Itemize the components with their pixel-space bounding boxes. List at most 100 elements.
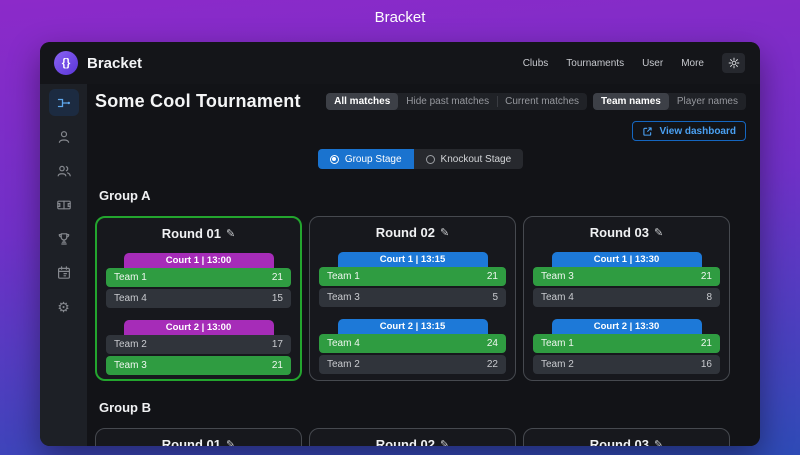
team-name: Team 1 — [327, 271, 360, 282]
round-title: Round 02 ✎ — [310, 224, 515, 240]
header-nav: Clubs Tournaments User More — [523, 53, 745, 73]
edit-pencil-icon[interactable]: ✎ — [440, 438, 450, 447]
round-title: Round 02 ✎ — [310, 436, 515, 447]
match[interactable]: Court 1 | 13:30 Team 3 21 Team 4 8 — [533, 252, 720, 307]
app-header: {} Bracket Clubs Tournaments User More — [40, 42, 760, 84]
team-score-row[interactable]: Team 4 24 — [319, 334, 506, 353]
stage-toggle: Group Stage Knockout Stage — [317, 149, 524, 169]
theme-toggle-button[interactable] — [722, 53, 745, 73]
match[interactable]: Court 2 | 13:15 Team 4 24 Team 2 22 — [319, 319, 506, 374]
team-score-row[interactable]: Team 3 21 — [106, 356, 291, 375]
nav-link-more[interactable]: More — [681, 57, 704, 69]
sidebar-item-user[interactable] — [49, 123, 79, 150]
sidebar: ⚙ — [40, 84, 87, 446]
trophy-icon — [58, 232, 69, 245]
braces-logo-icon: {} — [61, 57, 71, 69]
main-content: Some Cool Tournament All matches Hide pa… — [87, 84, 760, 446]
team-score: 16 — [700, 359, 712, 370]
cards-row: Round 01 ✎ Court 1 | 13:00 Team 1 21 Team 4 15… — [95, 216, 746, 381]
round-card: Round 01 ✎ Court 1 | 13:00 Team 1 21 Team 4 15… — [95, 216, 302, 381]
external-link-icon — [643, 126, 653, 136]
nav-link-tournaments[interactable]: Tournaments — [566, 57, 625, 69]
team-score: 21 — [700, 271, 712, 282]
court-icon — [56, 200, 71, 209]
stage-option-group[interactable]: Group Stage — [317, 149, 414, 169]
filter-player-names[interactable]: Player names — [676, 95, 738, 107]
sun-icon — [728, 57, 739, 69]
tournament-title: Some Cool Tournament — [95, 90, 301, 111]
match[interactable]: Court 2 | 13:00 Team 2 17 Team 3 21 — [106, 320, 291, 375]
page-title: Bracket — [374, 9, 426, 26]
radio-unselected-icon — [425, 154, 435, 164]
filter-hide-past-matches[interactable]: Hide past matches — [406, 95, 490, 107]
edit-pencil-icon[interactable]: ✎ — [226, 227, 236, 240]
edit-pencil-icon[interactable]: ✎ — [654, 226, 664, 239]
team-score: 21 — [700, 338, 712, 349]
team-score: 21 — [271, 272, 283, 283]
match[interactable]: Court 1 | 13:00 Team 1 21 Team 4 15 — [106, 253, 291, 308]
sidebar-item-matches[interactable] — [48, 89, 79, 116]
court-time-badge: Court 2 | 13:15 — [337, 319, 488, 334]
users-icon — [57, 165, 71, 176]
team-score-row[interactable]: Team 1 21 — [533, 334, 720, 353]
window-body: ⚙ Some Cool Tournament All matches Hide … — [40, 84, 760, 446]
edit-pencil-icon[interactable]: ✎ — [440, 226, 450, 239]
sidebar-item-courts[interactable] — [49, 191, 79, 218]
team-score-row[interactable]: Team 4 15 — [106, 289, 291, 308]
bracket-schedule-icon — [57, 98, 70, 107]
team-score-row[interactable]: Team 1 21 — [319, 267, 506, 286]
team-name: Team 3 — [541, 271, 574, 282]
edit-pencil-icon[interactable]: ✎ — [654, 438, 664, 447]
team-name: Team 1 — [114, 272, 147, 283]
match[interactable]: Court 1 | 13:15 Team 1 21 Team 3 5 — [319, 252, 506, 307]
team-name: Team 3 — [327, 292, 360, 303]
round-title-text: Round 01 — [161, 225, 221, 241]
filter-current-matches[interactable]: Current matches — [497, 93, 587, 110]
view-dashboard-button[interactable]: View dashboard — [632, 121, 746, 141]
round-title: Round 03 ✎ — [524, 436, 729, 447]
team-name: Team 3 — [114, 360, 147, 371]
team-score: 21 — [271, 360, 283, 371]
team-name: Team 1 — [541, 338, 574, 349]
app-window: {} Bracket Clubs Tournaments User More — [40, 42, 760, 446]
nav-link-clubs[interactable]: Clubs — [522, 57, 549, 69]
round-title: Round 01 ✎ — [96, 436, 301, 447]
sidebar-item-settings[interactable]: ⚙ — [49, 293, 79, 320]
team-score-row[interactable]: Team 2 16 — [533, 355, 720, 374]
edit-pencil-icon[interactable]: ✎ — [226, 438, 236, 447]
court-time-badge: Court 2 | 13:00 — [123, 320, 274, 335]
stage-option-label: Knockout Stage — [440, 153, 512, 165]
team-name: Team 4 — [114, 293, 147, 304]
group-section: Group B Round 01 ✎ Round 02 ✎ Round 03 ✎ — [95, 400, 746, 446]
sidebar-item-teams[interactable] — [49, 157, 79, 184]
team-score-row[interactable]: Team 3 5 — [319, 288, 506, 307]
team-score-row[interactable]: Team 1 21 — [106, 268, 291, 287]
round-title-text: Round 02 — [375, 224, 435, 240]
filter-team-names[interactable]: Team names — [593, 92, 669, 110]
stage-option-knockout[interactable]: Knockout Stage — [413, 149, 524, 169]
group-heading: Group A — [99, 188, 151, 203]
round-title-text: Round 03 — [589, 436, 649, 447]
sidebar-item-schedule[interactable] — [49, 259, 79, 286]
court-time-badge: Court 1 | 13:30 — [551, 252, 702, 267]
team-score: 22 — [486, 359, 498, 370]
team-score-row[interactable]: Team 2 22 — [319, 355, 506, 374]
name-filter-group: Team names Player names — [593, 92, 746, 110]
team-name: Team 2 — [327, 359, 360, 370]
team-score: 21 — [486, 271, 498, 282]
filter-all-matches[interactable]: All matches — [326, 92, 399, 110]
gear-icon: ⚙ — [57, 298, 70, 315]
sidebar-item-tournaments[interactable] — [49, 225, 79, 252]
team-score: 5 — [492, 292, 498, 303]
app-name: Bracket — [87, 54, 143, 72]
nav-link-user[interactable]: User — [642, 57, 664, 69]
match[interactable]: Court 2 | 13:30 Team 1 21 Team 2 16 — [533, 319, 720, 374]
team-score-row[interactable]: Team 4 8 — [533, 288, 720, 307]
team-score-row[interactable]: Team 3 21 — [533, 267, 720, 286]
round-title-text: Round 02 — [375, 436, 435, 447]
team-name: Team 4 — [327, 338, 360, 349]
team-score: 24 — [486, 338, 498, 349]
team-score-row[interactable]: Team 2 17 — [106, 335, 291, 354]
filters: All matches Hide past matches Current ma… — [326, 92, 746, 110]
